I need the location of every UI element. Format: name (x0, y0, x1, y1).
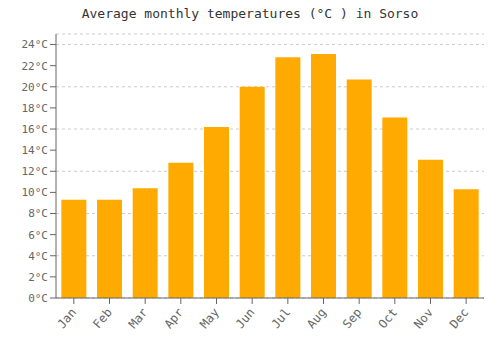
svg-text:Jul: Jul (269, 306, 294, 332)
svg-text:14°C: 14°C (22, 144, 49, 157)
svg-text:Feb: Feb (90, 306, 115, 332)
svg-text:24°C: 24°C (22, 38, 49, 51)
svg-text:12°C: 12°C (22, 165, 49, 178)
svg-text:22°C: 22°C (22, 60, 49, 73)
svg-text:Apr: Apr (162, 306, 187, 332)
svg-text:May: May (197, 306, 222, 332)
svg-text:16°C: 16°C (22, 123, 49, 136)
svg-text:6°C: 6°C (28, 229, 48, 242)
svg-text:18°C: 18°C (22, 102, 49, 115)
svg-text:Jan: Jan (55, 306, 80, 332)
svg-text:10°C: 10°C (22, 186, 49, 199)
svg-text:Aug: Aug (304, 306, 329, 332)
svg-text:Jun: Jun (233, 306, 258, 332)
svg-text:Sep: Sep (340, 306, 365, 332)
svg-text:2°C: 2°C (28, 271, 48, 284)
svg-text:Oct: Oct (376, 306, 401, 332)
svg-text:Nov: Nov (411, 306, 436, 332)
svg-text:0°C: 0°C (28, 292, 48, 305)
svg-text:Mar: Mar (126, 306, 151, 332)
svg-text:4°C: 4°C (28, 250, 48, 263)
svg-text:20°C: 20°C (22, 81, 49, 94)
svg-text:Dec: Dec (447, 306, 472, 332)
svg-text:8°C: 8°C (28, 207, 48, 220)
html-text:Average monthly temperatures (: Average monthly temperatures (°C ) in So… (81, 6, 419, 21)
